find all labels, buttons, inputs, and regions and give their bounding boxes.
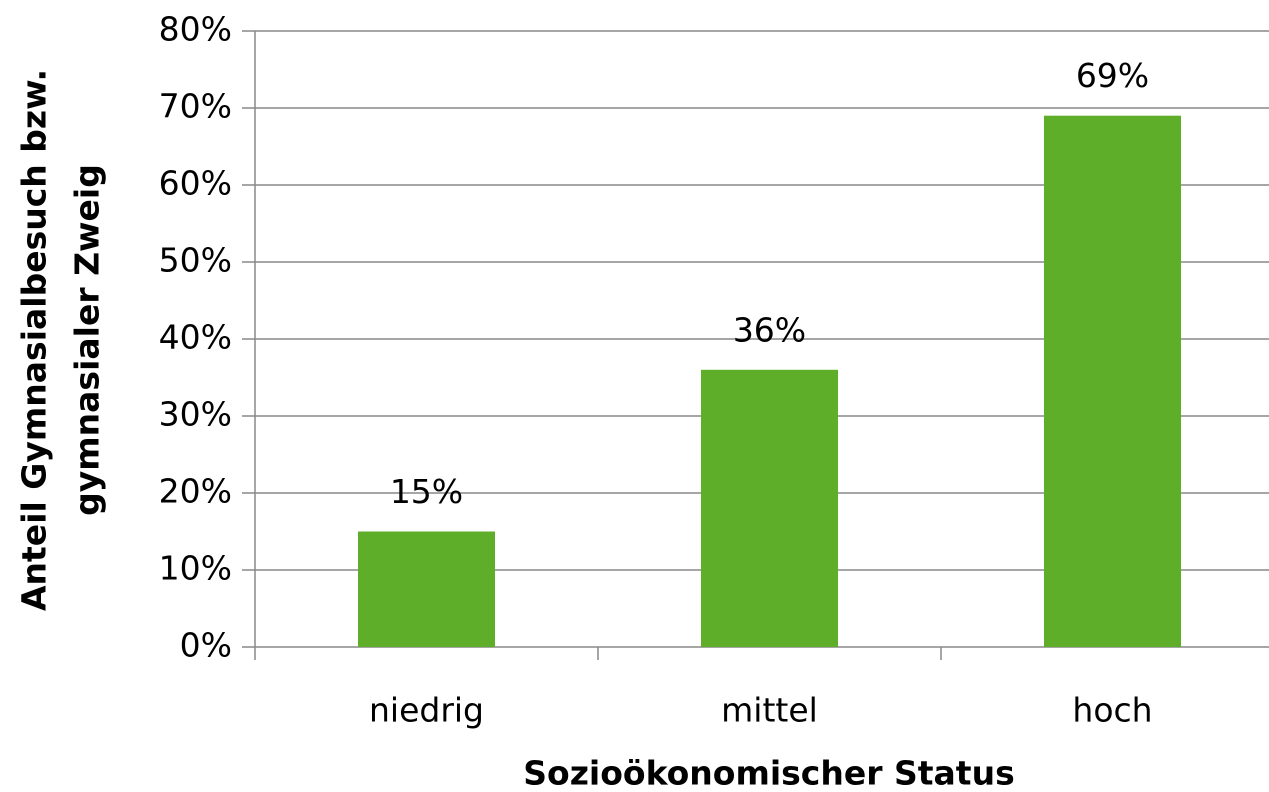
y-tick-label: 10% — [159, 549, 232, 588]
y-tick-label: 50% — [159, 241, 232, 280]
y-tick-label: 40% — [159, 318, 232, 357]
x-tick-label: mittel — [721, 691, 818, 730]
x-tick-label: niedrig — [369, 691, 484, 730]
y-tick-label: 20% — [159, 472, 232, 511]
y-tick-label: 80% — [159, 10, 232, 49]
bar — [1044, 115, 1181, 647]
bar — [701, 369, 838, 647]
y-axis-title: gymnasialer Zweig — [68, 164, 107, 516]
y-tick-label: 30% — [159, 395, 232, 434]
x-tick-label: hoch — [1072, 691, 1152, 730]
data-label: 15% — [390, 472, 463, 511]
bar — [358, 531, 495, 647]
data-label: 69% — [1076, 56, 1149, 95]
y-axis-title: Anteil Gymnasialbesuch bzw. — [15, 69, 54, 611]
y-tick-label: 70% — [159, 87, 232, 126]
y-tick-label: 60% — [159, 164, 232, 203]
x-axis-title: Sozioökonomischer Status — [523, 754, 1014, 792]
y-tick-label: 0% — [180, 626, 232, 665]
data-label: 36% — [733, 310, 806, 349]
